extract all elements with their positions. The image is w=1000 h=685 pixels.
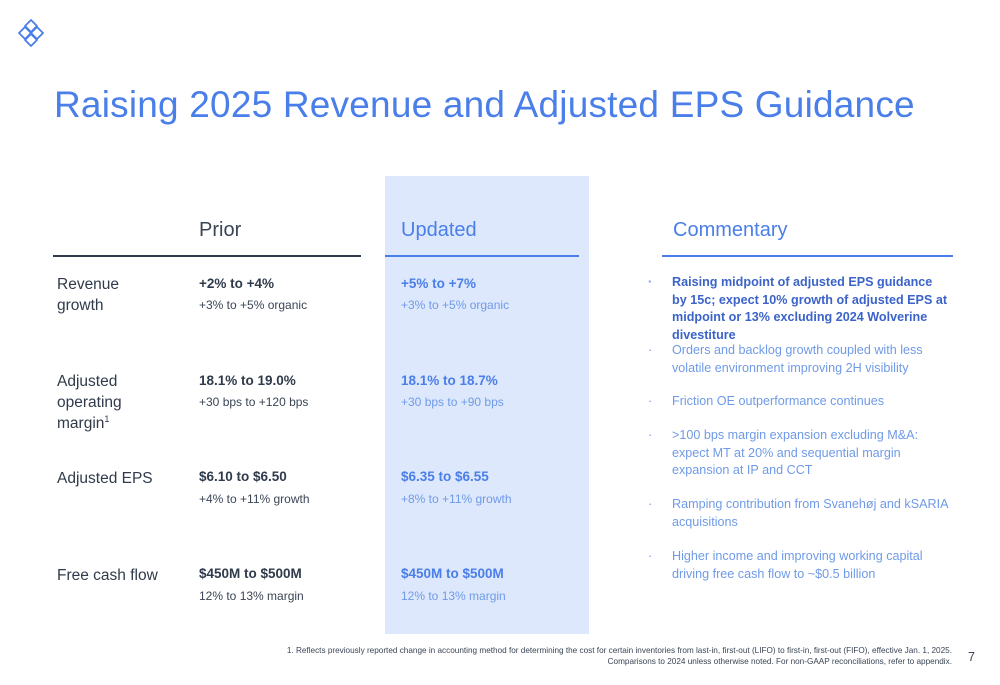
column-header-commentary: Commentary (673, 219, 788, 241)
commentary-item: · Higher income and improving working ca… (648, 548, 948, 583)
commentary-item: · Friction OE outperformance continues (648, 393, 948, 411)
footnote-line: Comparisons to 2024 unless otherwise not… (607, 657, 952, 666)
commentary-item: · Ramping contribution from Svanehøj and… (648, 496, 948, 531)
row-label-adjusted-eps: Adjusted EPS (57, 470, 153, 487)
row-label-revenue-growth: Revenue growth (57, 276, 120, 314)
updated-revenue-organic: +3% to +5% organic (401, 298, 510, 312)
prior-free-cash-flow-margin: 12% to 13% margin (199, 589, 304, 603)
prior-adjusted-eps-growth: +4% to +11% growth (199, 492, 310, 506)
divider-updated (385, 255, 579, 257)
updated-operating-margin-bps: +30 bps to +90 bps (401, 395, 504, 409)
commentary-text: Higher income and improving working capi… (672, 549, 923, 581)
commentary-text: Friction OE outperformance continues (672, 394, 885, 408)
commentary-item: · Raising midpoint of adjusted EPS guida… (648, 274, 948, 344)
commentary-item: · Orders and backlog growth coupled with… (648, 342, 948, 377)
footnote-marker: 1 (104, 413, 110, 424)
row-label-adjusted-operating-margin: Adjusted operating margin1 (57, 371, 152, 434)
prior-revenue-growth: +2% to +4% (199, 276, 275, 291)
updated-adjusted-eps: $6.35 to $6.55 (401, 469, 489, 484)
footnote: 1. Reflects previously reported change i… (252, 645, 952, 667)
bullet-icon: · (648, 497, 653, 511)
bullet-icon: · (648, 428, 653, 442)
updated-revenue-growth: +5% to +7% (401, 276, 477, 291)
company-logo-icon (18, 19, 44, 47)
updated-column-highlight (385, 176, 589, 634)
footnote-line: 1. Reflects previously reported change i… (286, 646, 952, 655)
updated-adjusted-eps-growth: +8% to +11% growth (401, 492, 512, 506)
bullet-icon: · (648, 549, 653, 563)
commentary-text: Ramping contribution from Svanehøj and k… (672, 497, 948, 529)
bullet-icon: · (648, 343, 653, 357)
prior-revenue-organic: +3% to +5% organic (199, 298, 308, 312)
updated-free-cash-flow: $450M to $500M (401, 566, 504, 581)
bullet-icon: · (648, 394, 653, 408)
commentary-text: Raising midpoint of adjusted EPS guidanc… (672, 275, 948, 342)
column-header-prior: Prior (199, 219, 242, 241)
updated-operating-margin: 18.1% to 18.7% (401, 373, 498, 388)
page-number: 7 (968, 650, 975, 664)
row-label-free-cash-flow: Free cash flow (57, 567, 158, 584)
column-header-updated: Updated (401, 219, 477, 241)
prior-adjusted-eps: $6.10 to $6.50 (199, 469, 287, 484)
bullet-icon: · (648, 275, 653, 289)
divider-prior (53, 255, 361, 257)
prior-free-cash-flow: $450M to $500M (199, 566, 302, 581)
page-title: Raising 2025 Revenue and Adjusted EPS Gu… (54, 84, 915, 125)
prior-operating-margin-bps: +30 bps to +120 bps (199, 395, 309, 409)
updated-free-cash-flow-margin: 12% to 13% margin (401, 589, 506, 603)
row-label-text: Adjusted operating margin (57, 373, 122, 432)
prior-operating-margin: 18.1% to 19.0% (199, 373, 296, 388)
commentary-item: · >100 bps margin expansion excluding M&… (648, 427, 948, 480)
divider-commentary (662, 255, 953, 257)
commentary-text: >100 bps margin expansion excluding M&A:… (672, 428, 919, 477)
commentary-text: Orders and backlog growth coupled with l… (672, 343, 923, 375)
